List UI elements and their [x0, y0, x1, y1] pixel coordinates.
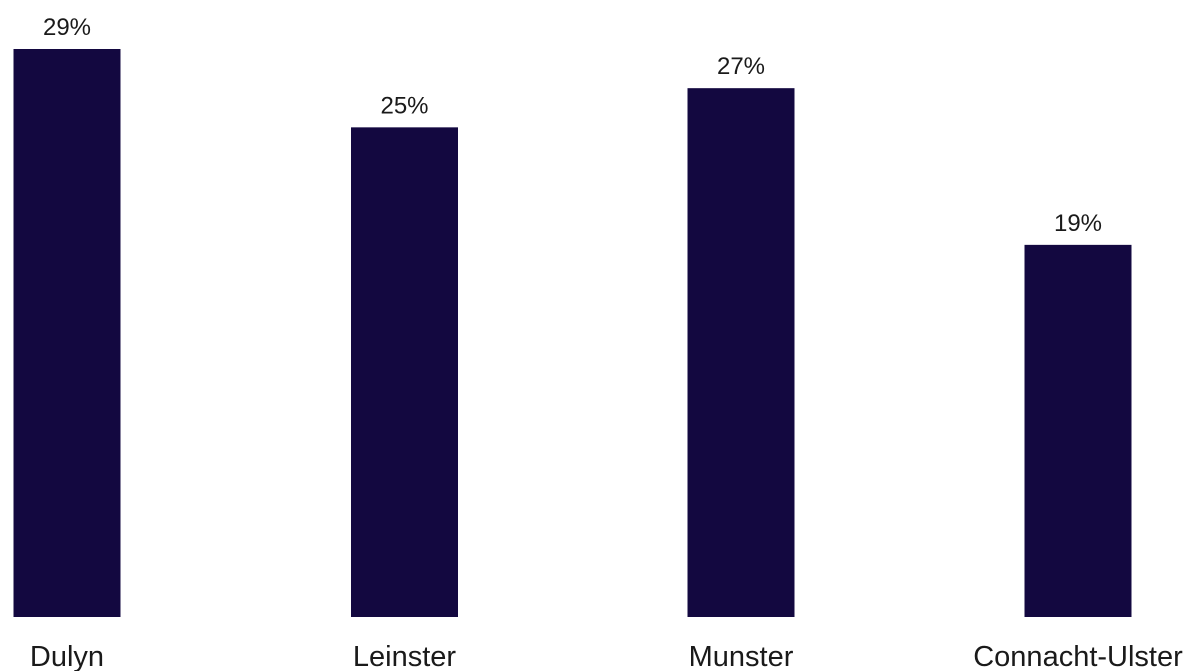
data-label: 29% — [43, 14, 91, 41]
data-label: 27% — [717, 53, 765, 80]
bar-leinster — [351, 127, 458, 618]
data-label: 19% — [1054, 210, 1102, 237]
category-label: Munster — [689, 641, 794, 671]
bar-munster — [687, 88, 795, 617]
category-label: Connacht-Ulster — [973, 641, 1183, 671]
category-label: Leinster — [353, 641, 457, 671]
category-label: Dulyn — [30, 641, 104, 671]
bar-dulyn — [13, 49, 121, 617]
bar-connacht-ulster — [1024, 244, 1132, 618]
data-label: 25% — [380, 92, 428, 119]
